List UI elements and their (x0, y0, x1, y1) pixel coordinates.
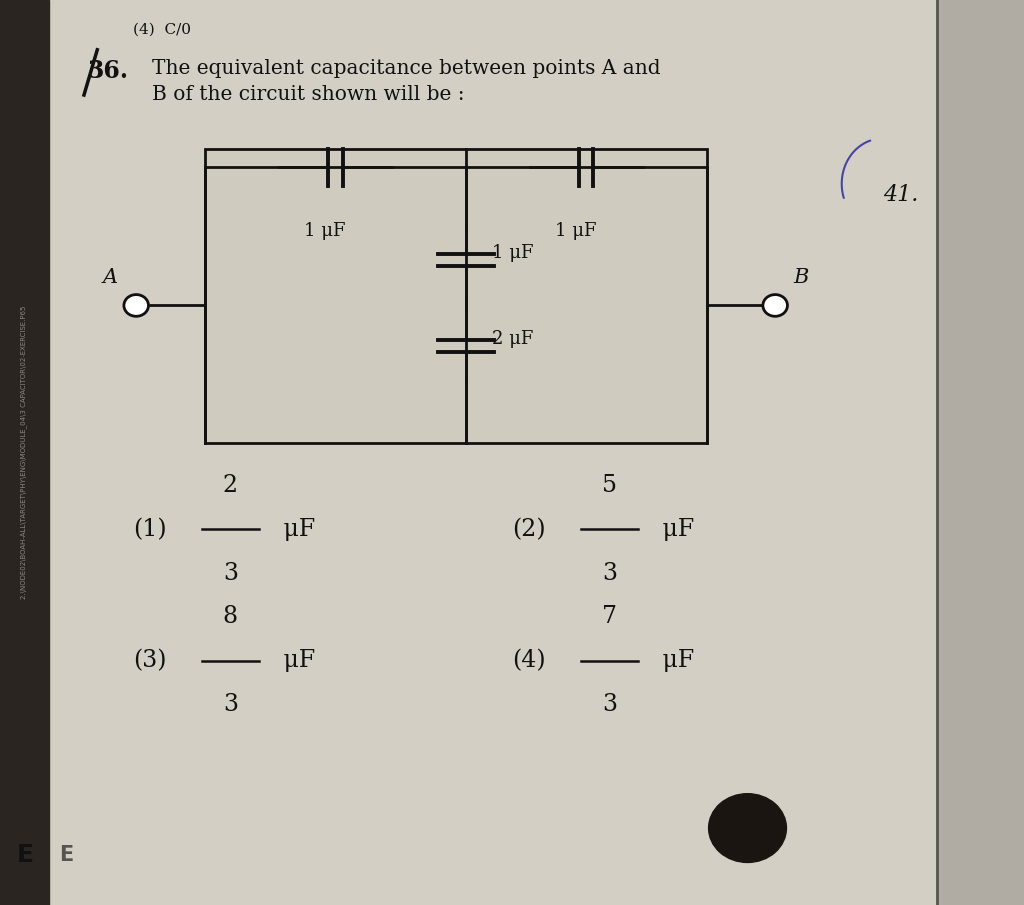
Text: (1): (1) (133, 518, 167, 541)
Circle shape (709, 794, 786, 862)
Text: The equivalent capacitance between points A and
B of the circuit shown will be :: The equivalent capacitance between point… (152, 59, 660, 104)
Text: 3: 3 (602, 562, 616, 585)
Text: 8: 8 (223, 605, 238, 628)
Text: 1 μF: 1 μF (304, 222, 346, 240)
Text: (4)  C/0: (4) C/0 (133, 23, 191, 36)
Text: B: B (794, 269, 809, 288)
Text: 3: 3 (223, 693, 238, 716)
Text: 2: 2 (223, 474, 238, 497)
Bar (0, 0, 49, 905)
Text: μF: μF (276, 518, 315, 541)
Circle shape (124, 294, 148, 317)
Circle shape (763, 294, 787, 317)
Text: (3): (3) (133, 649, 167, 672)
Text: E: E (59, 845, 74, 865)
Text: 36.: 36. (87, 59, 128, 83)
Text: 3: 3 (223, 562, 238, 585)
Text: 41.: 41. (883, 184, 919, 205)
Text: 5: 5 (602, 474, 616, 497)
Text: 1 μF: 1 μF (555, 222, 597, 240)
Text: (4): (4) (512, 649, 546, 672)
Text: (2): (2) (512, 518, 546, 541)
Text: μF: μF (655, 649, 694, 672)
Text: A: A (102, 269, 118, 288)
Bar (205, 149, 707, 443)
Text: μF: μF (276, 649, 315, 672)
Text: 2.\NODE02\BOAH-ALL\TARGET\PHY\ENG\MODULE_04\3 CAPACITOR\02-EXERCISE.P65: 2.\NODE02\BOAH-ALL\TARGET\PHY\ENG\MODULE… (20, 306, 27, 599)
Text: 7: 7 (602, 605, 616, 628)
Text: 1 μF: 1 μF (492, 244, 534, 262)
Text: 2 μF: 2 μF (492, 330, 532, 348)
Bar (937, 0, 1024, 905)
Text: 3: 3 (602, 693, 616, 716)
Text: μF: μF (655, 518, 694, 541)
Text: E: E (17, 843, 34, 867)
